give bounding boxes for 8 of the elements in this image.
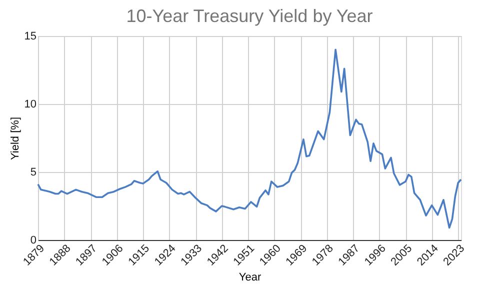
y-axis-title: Yield [%] <box>9 116 22 160</box>
y-tick-label: 10 <box>24 98 36 110</box>
y-tick-label: 15 <box>24 30 36 42</box>
y-tick-label: 5 <box>30 166 36 178</box>
line-series <box>37 48 462 229</box>
x-axis-title: Year <box>238 272 262 284</box>
y-tick-label: 0 <box>30 234 36 246</box>
chart-title: 10-Year Treasury Yield by Year <box>126 6 373 26</box>
